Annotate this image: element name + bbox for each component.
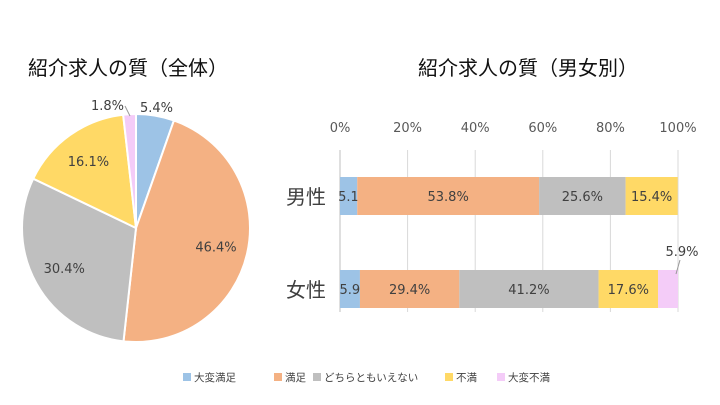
x-tick-label: 40% — [461, 121, 490, 136]
bar-segment-very-satisfied — [340, 177, 358, 215]
pie-label-satisfied: 46.4% — [195, 240, 236, 255]
legend-swatch-very-dissatisfied — [497, 373, 505, 381]
bar-label-dissatisfied: 17.6% — [608, 283, 649, 298]
x-tick-label: 100% — [659, 121, 696, 136]
bar-label-neutral: 41.2% — [508, 283, 549, 298]
x-tick-label: 80% — [596, 121, 625, 136]
bar-label-very-dissatisfied: 5.9% — [665, 245, 698, 260]
bar-label-neutral: 25.6% — [562, 190, 603, 205]
bar-leader-line — [675, 259, 681, 275]
legend-swatch-satisfied — [274, 373, 282, 381]
legend-swatch-very-satisfied — [183, 373, 191, 381]
bar-segment-very-satisfied — [340, 270, 360, 308]
legend-swatch-neutral — [313, 373, 321, 381]
pie-label-neutral: 30.4% — [44, 262, 85, 277]
pie-label-very-dissatisfied: 1.8% — [91, 99, 124, 114]
bar-label-satisfied: 29.4% — [389, 283, 430, 298]
bar-chart-title: 紹介求人の質（男女別） — [418, 56, 638, 80]
bar-segment-neutral — [539, 177, 626, 215]
legend-label-satisfied: 満足 — [285, 372, 306, 384]
pie-label-dissatisfied: 16.1% — [68, 155, 109, 170]
pie-slice-satisfied — [122, 119, 251, 343]
bar-segment-satisfied — [359, 270, 460, 308]
pie-leader-line — [124, 105, 131, 117]
x-tick-label: 20% — [393, 121, 422, 136]
bar-segment-neutral — [459, 270, 599, 308]
legend-label-very-satisfied: 大変満足 — [194, 371, 236, 384]
pie-slice-dissatisfied — [31, 113, 138, 230]
bar-segment-very-dissatisfied — [658, 270, 678, 308]
bar-segment-dissatisfied — [598, 270, 659, 308]
x-tick-label: 0% — [330, 121, 351, 136]
pie-chart-title: 紹介求人の質（全体） — [28, 56, 228, 80]
pie-label-very-satisfied: 5.4% — [140, 101, 173, 116]
bar-segment-dissatisfied — [625, 177, 678, 215]
legend-label-very-dissatisfied: 大変不満 — [508, 371, 550, 384]
legend-label-dissatisfied: 不満 — [456, 372, 477, 384]
pie-slice-neutral — [21, 177, 138, 343]
bar-label-dissatisfied: 15.4% — [631, 190, 672, 205]
category-label: 男性 — [286, 185, 326, 209]
x-tick-label: 60% — [528, 121, 557, 136]
bar-segment-satisfied — [357, 177, 540, 215]
bar-label-satisfied: 53.8% — [428, 190, 469, 205]
legend-swatch-dissatisfied — [445, 373, 453, 381]
legend-label-neutral: どちらともいえない — [324, 372, 418, 384]
category-label: 女性 — [286, 278, 326, 302]
